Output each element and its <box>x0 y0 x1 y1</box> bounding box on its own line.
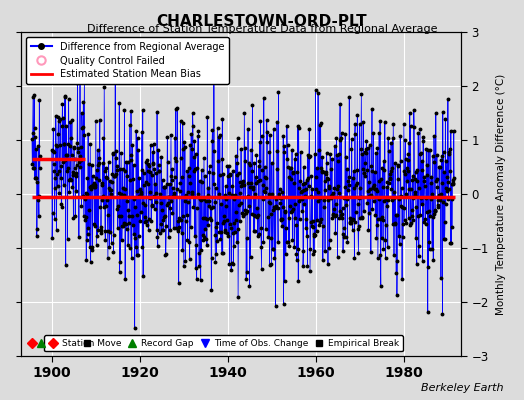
Y-axis label: Monthly Temperature Anomaly Difference (°C): Monthly Temperature Anomaly Difference (… <box>496 73 506 315</box>
Legend: Station Move, Record Gap, Time of Obs. Change, Empirical Break: Station Move, Record Gap, Time of Obs. C… <box>44 335 403 352</box>
Text: CHARLESTOWN-ORD-PLT: CHARLESTOWN-ORD-PLT <box>157 14 367 29</box>
Text: Berkeley Earth: Berkeley Earth <box>421 383 503 393</box>
Text: Difference of Station Temperature Data from Regional Average: Difference of Station Temperature Data f… <box>87 24 437 34</box>
